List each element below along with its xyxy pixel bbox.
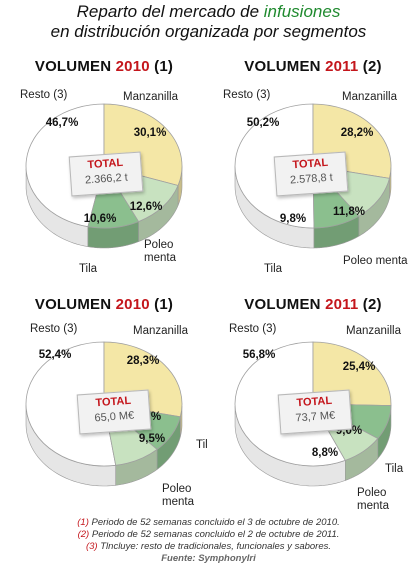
pct-label-poleo-menta: 12,6%	[130, 201, 163, 213]
panel-title-note: (1)	[149, 296, 174, 313]
footnote-3-text: Tlncluye: resto de tradicionales, funcio…	[97, 541, 332, 552]
total-label: TOTAL	[95, 394, 132, 410]
pct-label-resto-3: 56,8%	[243, 349, 276, 361]
total-label: TOTAL	[296, 394, 333, 410]
pct-label-manzanilla: 25,4%	[343, 361, 376, 373]
total-box: TOTAL 73,7 M€	[277, 389, 353, 435]
panel-title-year: 2011	[325, 58, 359, 75]
panel-title-year: 2011	[325, 296, 359, 313]
segment-label-manzanilla: Manzanilla	[346, 325, 402, 337]
total-value: 2.366,2 t	[84, 171, 129, 187]
pct-label-poleo-menta: 8,8%	[312, 447, 338, 459]
panel-title-text: VOLUMEN	[244, 58, 326, 75]
segment-label-poleo-menta: Poleo menta	[162, 483, 195, 508]
pie-panel-value-2010: VOLUMEN 2010 (1)52,4%28,3%9,8%9,5%Resto …	[0, 296, 208, 546]
segment-label-poleo-menta: Poleo menta	[357, 487, 390, 512]
chart-main-title: Reparto del mercado de infusiones en dis…	[0, 2, 417, 42]
segment-label-manzanilla: Manzanilla	[342, 91, 398, 103]
total-box: TOTAL 2.578,8 t	[273, 151, 349, 197]
total-value: 65,0 M€	[94, 409, 135, 425]
segment-label-manzanilla: Manzanilla	[123, 91, 179, 103]
title-highlight: infusiones	[263, 2, 341, 21]
segment-label-resto-3: Resto (3)	[229, 323, 276, 335]
pie-chart: 56,8%25,4%9,0%8,8%Resto (3) ManzanillaTil…	[229, 323, 404, 512]
segment-label-tila: Tila	[79, 263, 98, 275]
segment-label-poleo-menta: Poleo menta	[343, 255, 408, 267]
footnote-1-mark: (1)	[77, 517, 89, 528]
pct-label-poleo-menta: 9,5%	[139, 433, 165, 445]
total-box: TOTAL 65,0 M€	[76, 389, 152, 435]
segment-label-resto-3: Resto (3)	[20, 89, 67, 101]
pie-panel-volume-2010: VOLUMEN 2010 (1) 46,7% 30,1% 12,6% 10,6% Rest…	[0, 58, 208, 308]
source-note: Fuente: SymphonyIri	[161, 553, 256, 564]
panel-title-year: 2010	[115, 58, 150, 75]
pct-label-poleo-menta: 11,8%	[333, 206, 365, 218]
total-label: TOTAL	[87, 156, 124, 172]
pie-slice-resto-3	[25, 103, 105, 228]
title-line-1: Reparto del mercado de infusiones	[0, 2, 417, 22]
total-label: TOTAL	[292, 156, 329, 172]
segment-label-manzanilla: Manzanilla	[133, 325, 189, 337]
pct-label-resto-3: 52,4%	[39, 349, 72, 361]
total-value: 73,7 M€	[295, 409, 336, 425]
footnote-2-text: Periodo de 52 semanas concluido el 2 de …	[89, 529, 340, 540]
pct-label-manzanilla: 28,3%	[127, 355, 160, 367]
pie-slice-manzanilla	[312, 341, 392, 406]
pct-label-resto-3: 50,2%	[247, 117, 280, 129]
pct-label-tila: 9,8%	[280, 213, 306, 225]
panel-title: VOLUMEN 2011 (2)	[209, 296, 417, 313]
footnote-3-mark: (3)	[85, 541, 98, 552]
panel-title-text: VOLUMEN	[34, 296, 116, 313]
segment-label-tila: Tila	[264, 263, 283, 275]
panel-title-note: (2)	[358, 296, 382, 313]
panel-title-text: VOLUMEN	[244, 296, 326, 313]
panel-title-note: (1)	[149, 58, 174, 75]
footnote-3: (3) Tlncluye: resto de tradicionales, fu…	[0, 541, 417, 553]
segment-label-tila: Tila	[385, 463, 404, 475]
total-box: TOTAL 2.366,2 t	[68, 151, 144, 197]
segment-label-tila: Tila	[196, 439, 208, 451]
title-line-1-text: Reparto del mercado de	[76, 2, 264, 21]
panel-title: VOLUMEN 2010 (1)	[0, 296, 208, 313]
pie-slice-resto-3	[25, 341, 117, 467]
footer-notes: (1) Periodo de 52 semanas concluido el 3…	[0, 517, 417, 565]
segment-label-resto-3: Resto (3)	[30, 323, 77, 335]
footnote-2-mark: (2)	[77, 529, 90, 540]
pct-label-resto-3: 46,7%	[46, 117, 79, 129]
segment-label-resto-3: Resto (3)	[223, 89, 270, 101]
segment-label-poleo-menta: Poleo menta	[144, 239, 177, 264]
pct-label-manzanilla: 30,1%	[134, 127, 167, 139]
panel-title: VOLUMEN 2010 (1)	[0, 58, 208, 75]
title-line-2: en distribución organizada por segmentos	[50, 22, 367, 41]
panel-title-note: (2)	[358, 58, 382, 75]
footnote-1: (1) Periodo de 52 semanas concluido el 3…	[0, 517, 417, 529]
pct-label-manzanilla: 28,2%	[341, 127, 374, 139]
panel-title-year: 2010	[115, 296, 150, 313]
pie-panel-value-2011: VOLUMEN 2011 (2) 56,8% 25,4% 9,0% 8,8% Resto …	[209, 296, 417, 546]
footnote-2: (2) Periodo de 52 semanas concluido el 2…	[0, 529, 417, 541]
total-value: 2.578,8 t	[289, 171, 334, 187]
panel-title-text: VOLUMEN	[34, 58, 116, 75]
pct-label-tila: 10,6%	[84, 213, 117, 225]
pie-panel-volume-2011: VOLUMEN 2011 (2) 50,2% 28,2% 11,8% 9,8% Resto…	[209, 58, 417, 308]
panel-title: VOLUMEN 2011 (2)	[209, 58, 417, 75]
footnote-1-text: Periodo de 52 semanas concluido el 3 de …	[88, 517, 340, 528]
